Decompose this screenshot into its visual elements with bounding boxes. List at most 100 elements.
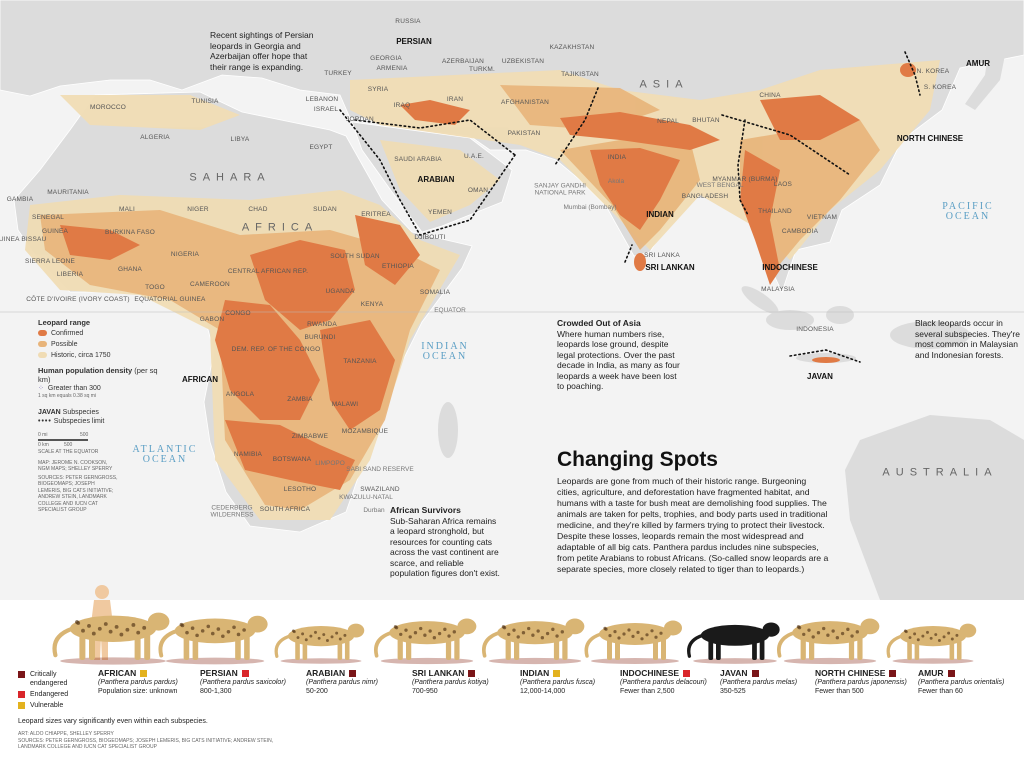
tail	[687, 633, 705, 658]
subspecies-name: SRI LANKAN	[412, 668, 465, 678]
footer: Leopard sizes vary significantly even wi…	[18, 718, 278, 750]
countrie-label: NAMIBIA	[233, 450, 263, 458]
countrie-label: JORDAN	[346, 115, 374, 123]
spot	[531, 633, 535, 637]
spot	[545, 631, 550, 636]
subspecie-label: JAVAN	[807, 372, 833, 381]
countrie-label: BURKINA FASO	[104, 228, 156, 236]
leopard	[584, 620, 682, 664]
countrie-label: BANGLADESH	[681, 192, 729, 200]
place-label: SABI SAND RESERVE	[346, 465, 414, 473]
spot	[447, 634, 451, 638]
spot	[125, 627, 130, 632]
countrie-label: MALI	[119, 205, 135, 213]
spot	[916, 638, 920, 642]
place-label: CEDERBERG WILDERNESS	[210, 504, 254, 518]
countrie-label: LEBANON	[305, 95, 339, 103]
subspecie-label: NORTH CHINESE	[896, 134, 964, 143]
leg	[553, 636, 560, 660]
countrie-label: UGANDA	[325, 287, 355, 295]
sources: SOURCES: PETER GERNGROSS, BIOGEOMAPS; JO…	[38, 474, 118, 514]
spot	[816, 631, 821, 635]
subspecies-population: Fewer than 60	[918, 688, 963, 695]
subspecies-latin: (Panthera pardus orientalis)	[918, 679, 1005, 686]
countrie-label: EGYPT	[309, 143, 333, 151]
countrie-label: SYRIA	[367, 85, 389, 93]
countrie-label: SAUDI ARABIA	[394, 155, 442, 163]
status-text: Endangered	[30, 691, 69, 698]
leg	[144, 633, 151, 660]
leopard	[687, 622, 780, 664]
spot	[507, 632, 511, 637]
spot	[185, 630, 189, 635]
spot	[232, 625, 236, 630]
subspecies-latin: (Panthera pardus kotiya)	[412, 679, 489, 686]
spot	[226, 629, 231, 634]
spot	[87, 624, 91, 628]
legend-item: JAVAN Subspecies	[38, 408, 158, 417]
subspecies-name: ARABIAN	[306, 668, 346, 678]
spot	[540, 636, 545, 640]
spot	[413, 631, 418, 635]
spot	[195, 633, 199, 638]
subspecies-name-row: ARABIAN	[306, 669, 406, 678]
spot	[650, 629, 654, 633]
confirmed-range	[60, 63, 916, 490]
spot	[631, 634, 635, 639]
body	[174, 618, 256, 644]
spot	[831, 629, 835, 633]
spot	[622, 632, 626, 636]
status-item: Vulnerable	[18, 701, 88, 710]
countrie-label: ETHIOPIA	[382, 262, 414, 270]
tail	[158, 628, 179, 658]
shadow	[693, 658, 777, 664]
annotation-title: African Survivors	[390, 505, 461, 515]
spot	[322, 633, 326, 637]
spot	[908, 636, 912, 640]
spot	[947, 631, 951, 635]
countrie-label: SRI LANKA	[644, 251, 680, 259]
intro: Leopards are gone from much of their his…	[557, 476, 829, 574]
spot	[913, 632, 917, 636]
legend-text: Subspecies	[62, 408, 99, 416]
legend-item: ⁘ Greater than 300	[38, 385, 101, 392]
land-japan	[965, 30, 1010, 110]
countrie-label: TURKEY	[324, 69, 352, 77]
subspecies-entry: AMUR (Panthera pardus orientalis) Fewer th…	[918, 669, 1018, 696]
leg	[653, 638, 658, 660]
head	[147, 612, 170, 631]
countrie-label: LIBYA	[230, 135, 250, 143]
countrie-label: BHUTAN	[692, 116, 720, 124]
spot	[822, 626, 826, 631]
spot	[394, 625, 399, 630]
countrie-label: INDIA	[607, 153, 627, 161]
leg	[397, 636, 403, 660]
leg	[244, 635, 250, 660]
leg	[337, 639, 343, 660]
spot	[131, 623, 136, 627]
subspecies-latin: (Panthera pardus fusca)	[520, 679, 596, 686]
subspecies-name: AMUR	[918, 668, 944, 678]
countrie-label: TANZANIA	[343, 357, 377, 365]
subspecies-name-row: SRI LANKAN	[412, 669, 512, 678]
place-label: Akola	[607, 177, 625, 185]
tail	[482, 630, 502, 658]
spot	[627, 628, 631, 632]
spot	[200, 629, 205, 633]
subspecies-name: INDOCHINESE	[620, 668, 680, 678]
countrie-label: LIBERIA	[56, 270, 84, 278]
land-madagascar	[438, 402, 458, 458]
shadow	[280, 658, 362, 664]
countrie-label: LESOTHO	[283, 485, 317, 493]
spot	[221, 634, 225, 639]
countrie-label: GEORGIA	[370, 54, 402, 62]
spot	[617, 636, 621, 640]
subspecies-population: 12,000-14,000	[520, 688, 566, 695]
leopard	[52, 612, 170, 665]
subspecies-entry: SRI LANKAN (Panthera pardus kotiya) 700-95…	[412, 669, 512, 696]
legend-text: Subspecies limit	[53, 417, 105, 425]
subspecie-label: INDOCHINESE	[762, 263, 818, 272]
spot	[797, 625, 802, 630]
scale-label: 0 mi	[38, 431, 48, 438]
legend-text: Human population density	[38, 366, 133, 375]
